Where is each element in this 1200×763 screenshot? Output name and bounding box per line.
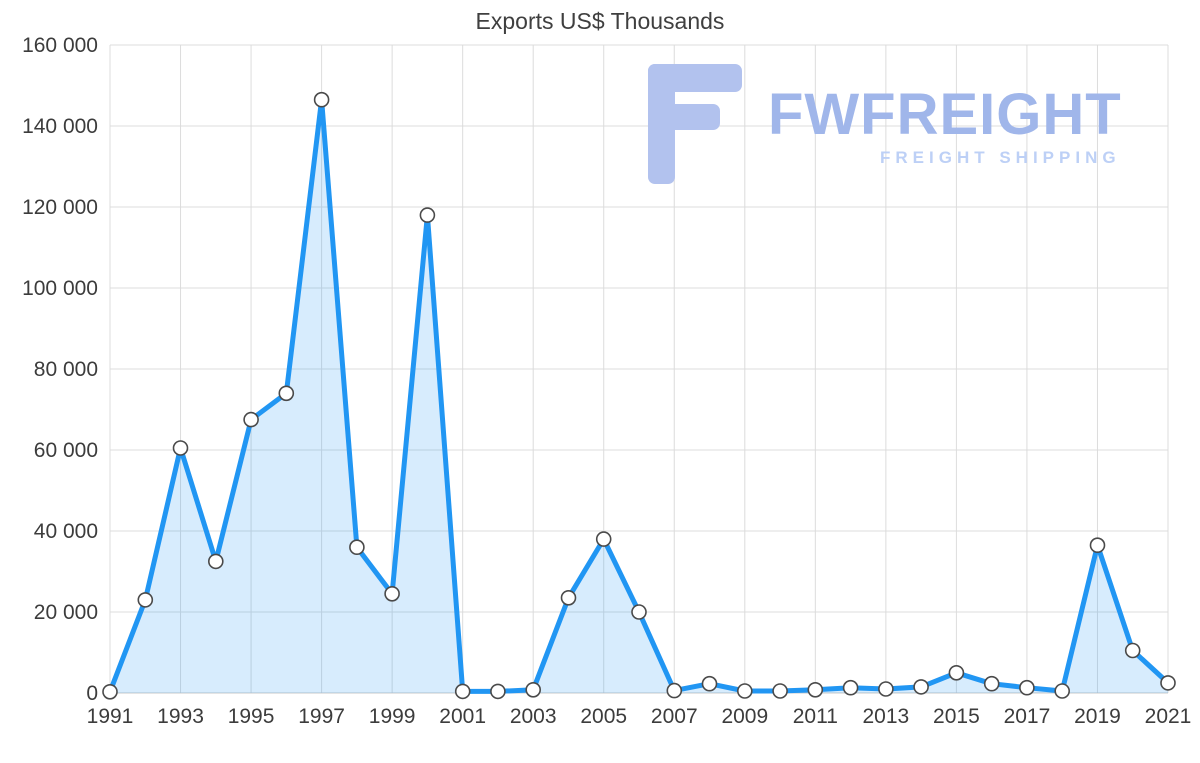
x-tick-label: 2005 — [580, 705, 627, 728]
data-point-marker — [701, 675, 718, 692]
y-tick-label: 20 000 — [34, 601, 98, 624]
data-point-marker — [1160, 675, 1176, 691]
data-point-marker — [1054, 683, 1070, 699]
data-point-marker — [1019, 679, 1035, 696]
x-tick-label: 2001 — [439, 705, 486, 728]
x-tick-label: 2009 — [721, 705, 768, 728]
data-point-marker — [842, 679, 859, 696]
data-point-marker — [349, 539, 365, 556]
data-point-marker — [490, 683, 506, 700]
x-tick-label: 1995 — [228, 705, 275, 728]
y-tick-label: 120 000 — [22, 196, 98, 219]
data-point-marker — [736, 683, 753, 699]
x-tick-label: 2015 — [933, 705, 980, 728]
x-tick-label: 1997 — [298, 705, 345, 728]
x-tick-label: 2007 — [651, 705, 698, 728]
data-point-marker — [419, 207, 436, 223]
data-point-marker — [384, 585, 400, 602]
x-tick-label: 2017 — [1004, 705, 1051, 728]
x-tick-label: 1993 — [157, 705, 204, 728]
data-point-marker — [878, 681, 894, 697]
data-point-marker — [454, 683, 471, 700]
data-point-marker — [913, 679, 929, 695]
chart-title: Exports US$ Thousands — [475, 8, 725, 34]
data-point-marker — [631, 604, 647, 620]
y-tick-label: 140 000 — [22, 115, 98, 138]
x-tick-label: 1991 — [87, 705, 134, 728]
y-tick-label: 60 000 — [34, 439, 98, 462]
series-area — [110, 99, 1168, 693]
y-tick-label: 40 000 — [34, 520, 98, 543]
x-tick-label: 2013 — [863, 705, 910, 728]
data-point-marker — [948, 664, 965, 681]
data-point-marker — [137, 592, 154, 608]
data-point-marker — [983, 675, 1000, 692]
data-point-marker — [595, 531, 612, 547]
data-point-marker — [560, 589, 577, 606]
data-point-marker — [1124, 642, 1141, 659]
data-point-marker — [172, 440, 189, 456]
data-point-marker — [278, 385, 295, 402]
x-tick-label: 2019 — [1074, 705, 1121, 728]
data-point-marker — [208, 553, 224, 570]
y-tick-label: 160 000 — [22, 34, 98, 57]
data-point-marker — [666, 682, 683, 699]
data-point-marker — [525, 681, 542, 698]
data-point-marker — [243, 411, 259, 428]
data-point-marker — [1089, 537, 1106, 554]
y-tick-label: 100 000 — [22, 277, 98, 300]
x-tick-label: 2021 — [1145, 705, 1192, 728]
x-tick-label: 1999 — [369, 705, 416, 728]
x-tick-label: 2003 — [510, 705, 557, 728]
y-tick-label: 80 000 — [34, 358, 98, 381]
y-tick-label: 0 — [86, 682, 98, 705]
data-point-marker — [313, 91, 330, 108]
data-point-marker — [807, 681, 824, 698]
data-point-marker — [772, 683, 788, 699]
x-tick-label: 2011 — [793, 705, 838, 728]
data-point-marker — [102, 683, 118, 700]
